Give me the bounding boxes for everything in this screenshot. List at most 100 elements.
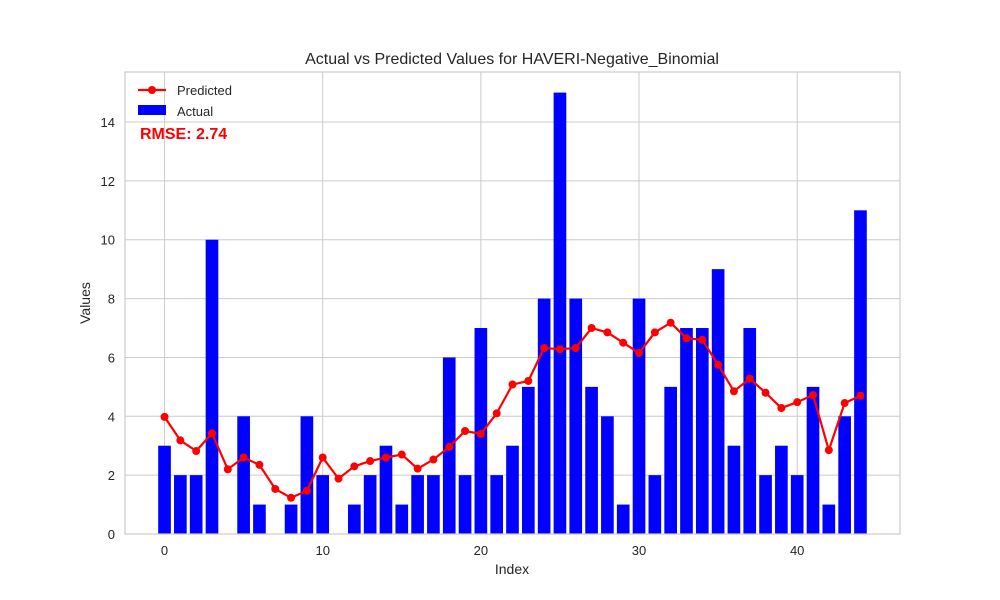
- plot-frame: [124, 71, 901, 535]
- bar-actual: [411, 475, 424, 534]
- predicted-point: [239, 453, 248, 462]
- predicted-point: [413, 464, 422, 473]
- bar-actual: [521, 386, 535, 534]
- bar-actual: [363, 475, 377, 534]
- predicted-point: [635, 349, 644, 358]
- predicted-point: [350, 462, 359, 471]
- bar-actual: [775, 445, 788, 534]
- bar-actual: [680, 328, 693, 534]
- predicted-point: [429, 455, 438, 464]
- bar-actual: [632, 298, 646, 534]
- bar-actual: [174, 475, 187, 534]
- predicted-point: [856, 391, 865, 400]
- predicted-point: [650, 328, 659, 337]
- bar-actual: [664, 386, 677, 534]
- predicted-point: [571, 344, 580, 353]
- bar-actual: [316, 475, 330, 534]
- bar-actual: [300, 416, 314, 534]
- x-tick-label: 0: [161, 543, 168, 558]
- predicted-point: [809, 391, 818, 400]
- legend: Predicted Actual: [138, 83, 232, 119]
- bar-actual: [158, 445, 171, 534]
- x-axis-label: Index: [495, 561, 529, 577]
- predicted-point: [777, 404, 786, 413]
- bar-actual: [237, 416, 250, 534]
- y-tick-label: 14: [101, 115, 115, 130]
- predicted-point: [255, 460, 264, 469]
- bar-actual: [379, 445, 393, 534]
- predicted-point: [302, 486, 311, 495]
- predicted-point: [176, 436, 185, 445]
- predicted-point: [793, 398, 802, 407]
- predicted-point: [666, 318, 675, 327]
- predicted-point: [682, 334, 691, 343]
- bar-actual: [711, 269, 725, 534]
- bar-actual: [806, 386, 820, 534]
- y-axis-ticks: 0 2 4 6 8 10 12 14: [101, 115, 115, 542]
- predicted-point: [492, 409, 501, 418]
- predicted-point: [192, 447, 201, 456]
- predicted-point: [698, 335, 707, 344]
- rmse-annotation: RMSE: 2.74: [140, 126, 227, 143]
- predicted-point: [445, 442, 454, 451]
- y-axis-label: Values: [77, 282, 93, 324]
- predicted-point: [318, 453, 327, 462]
- predicted-point: [555, 345, 564, 354]
- bar-actual: [284, 504, 298, 534]
- bar-actual: [506, 445, 519, 534]
- legend-actual-label: Actual: [177, 104, 213, 119]
- y-tick-label: 6: [108, 350, 115, 365]
- bar-actual: [743, 328, 757, 534]
- predicted-point: [508, 380, 517, 389]
- predicted-point: [366, 457, 375, 466]
- x-tick-label: 40: [790, 543, 804, 558]
- bar-actual: [648, 475, 662, 534]
- predicted-point: [271, 484, 280, 493]
- bar-actual: [253, 504, 266, 534]
- predicted-point: [287, 493, 296, 502]
- bar-actual: [585, 386, 598, 534]
- predicted-point: [745, 374, 754, 383]
- x-tick-label: 20: [474, 543, 488, 558]
- bar-actual: [616, 504, 630, 534]
- predicted-point: [729, 387, 738, 396]
- y-tick-label: 0: [108, 527, 115, 542]
- line-series-predicted: [160, 318, 865, 502]
- x-axis-ticks: 0 10 20 30 40: [161, 543, 805, 558]
- predicted-point: [334, 474, 343, 483]
- legend-predicted-label: Predicted: [177, 83, 232, 98]
- bar-actual: [427, 475, 440, 534]
- bar-actual: [189, 475, 203, 534]
- predicted-point: [587, 324, 596, 333]
- bar-actual: [537, 298, 551, 534]
- bar-actual: [854, 210, 867, 534]
- bar-actual: [569, 298, 583, 534]
- x-tick-label: 30: [632, 543, 646, 558]
- bar-actual: [790, 475, 804, 534]
- y-tick-label: 12: [101, 174, 115, 189]
- x-tick-label: 10: [315, 543, 329, 558]
- predicted-point: [714, 360, 723, 369]
- bar-actual: [490, 475, 504, 534]
- bar-actual: [553, 92, 567, 534]
- bar-series-actual: [158, 92, 867, 534]
- bar-actual: [601, 416, 614, 534]
- y-tick-label: 10: [101, 233, 115, 248]
- y-tick-label: 8: [108, 292, 115, 307]
- bar-actual: [695, 328, 709, 534]
- predicted-point: [619, 338, 628, 347]
- predicted-point: [524, 376, 533, 385]
- predicted-point: [761, 388, 770, 397]
- predicted-point: [397, 450, 406, 459]
- bar-actual: [458, 475, 472, 534]
- predicted-point: [840, 399, 849, 408]
- predicted-point: [223, 465, 232, 474]
- chart-title: Actual vs Predicted Values for HAVERI-Ne…: [305, 51, 719, 68]
- bar-actual: [759, 475, 772, 534]
- predicted-point: [824, 446, 833, 455]
- predicted-point: [540, 344, 549, 353]
- predicted-point: [476, 429, 485, 438]
- predicted-point: [603, 328, 612, 337]
- legend-actual-swatch: [138, 105, 166, 115]
